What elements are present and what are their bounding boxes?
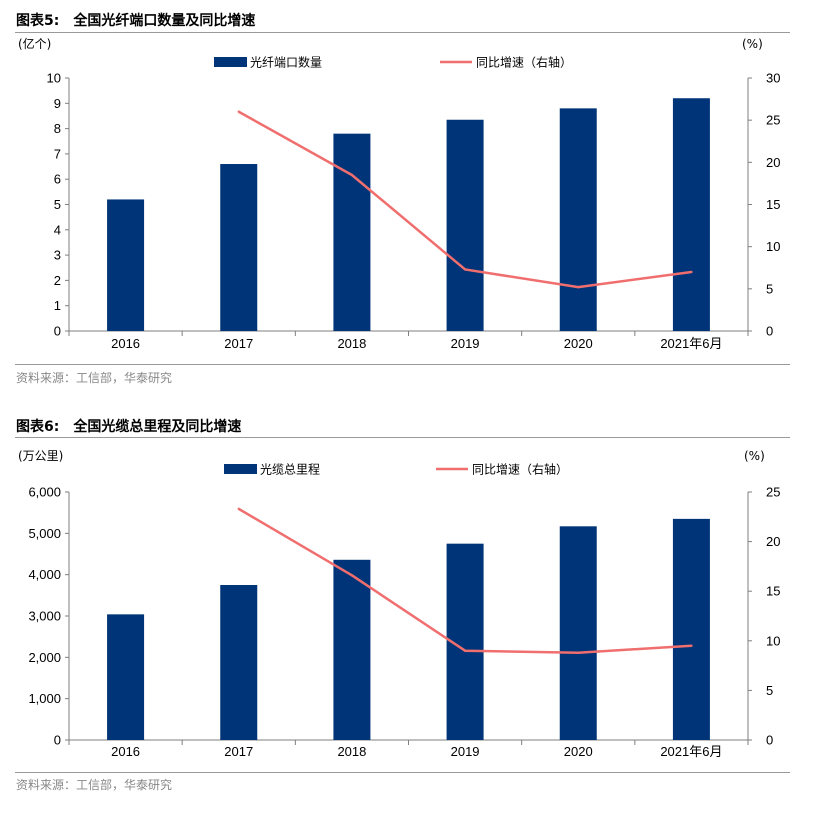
left-tick-label: 6,000 — [28, 485, 61, 500]
bar-2019 — [446, 119, 484, 332]
x-tick-label: 2019 — [451, 336, 480, 351]
source-note-2: 资料来源：工信部，华泰研究 — [16, 778, 173, 792]
source-rule-1 — [15, 364, 790, 365]
figure-title-2: 图表6: 全国光缆总里程及同比增速 — [16, 416, 241, 436]
left-tick-label: 1 — [54, 298, 61, 313]
left-tick-label: 0 — [54, 324, 61, 339]
right-tick-label: 10 — [766, 633, 780, 648]
left-tick-label: 1,000 — [28, 691, 61, 706]
growth-point-2020 — [577, 651, 580, 654]
left-tick-label: 0 — [54, 733, 61, 748]
left-axis-unit: (亿个) — [18, 36, 51, 51]
x-tick-label: 2020 — [564, 336, 593, 351]
left-tick-label: 8 — [54, 121, 61, 136]
growth-point-2017 — [237, 110, 240, 113]
x-tick-label: 2017 — [224, 744, 253, 759]
legend-bar-label: 光缆总里程 — [260, 462, 320, 477]
source-rule-2 — [15, 772, 790, 773]
growth-point-2019 — [463, 649, 467, 652]
figure-number-1: 图表5: — [16, 13, 60, 29]
title-rule-2 — [15, 437, 790, 438]
x-tick-label: 2016 — [111, 744, 140, 759]
growth-point-2020 — [577, 285, 580, 289]
x-tick-label: 2021年6月 — [660, 336, 722, 351]
right-tick-label: 20 — [766, 155, 780, 170]
figure-title-text-1: 全国光纤端口数量及同比增速 — [73, 13, 256, 29]
growth-point-2018 — [350, 173, 354, 177]
right-tick-label: 20 — [766, 534, 780, 549]
figure-title-text-2: 全国光缆总里程及同比增速 — [73, 419, 242, 435]
right-tick-label: 0 — [766, 324, 773, 339]
bar-2017 — [220, 585, 258, 740]
legend-bar-label: 光纤端口数量 — [250, 55, 322, 70]
bar-2016 — [107, 614, 145, 740]
growth-point-2018 — [350, 574, 354, 577]
bar-2018 — [333, 133, 371, 331]
left-tick-label: 9 — [54, 96, 61, 111]
bar-2016 — [107, 199, 145, 331]
growth-point-2021年6月 — [690, 644, 693, 647]
left-tick-label: 5,000 — [28, 526, 61, 541]
right-tick-label: 30 — [766, 71, 780, 86]
x-tick-label: 2017 — [224, 336, 253, 351]
source-note-1: 资料来源：工信部，华泰研究 — [16, 371, 173, 385]
left-axis-unit: (万公里) — [18, 449, 63, 463]
right-tick-label: 25 — [766, 485, 780, 500]
bar-2017 — [220, 164, 258, 331]
left-tick-label: 3 — [54, 248, 61, 263]
right-tick-label: 15 — [766, 584, 780, 599]
left-tick-label: 2 — [54, 273, 61, 288]
left-tick-label: 6 — [54, 172, 61, 187]
left-tick-label: 10 — [47, 71, 61, 86]
x-tick-label: 2018 — [337, 336, 366, 351]
left-tick-label: 4 — [54, 222, 61, 237]
left-tick-label: 2,000 — [28, 650, 61, 665]
right-axis-unit: (%) — [744, 449, 765, 463]
chart-1: 0 1 2 3 4 5 6 7 8 9 10 0 5 10 15 20 25 30 (亿个) (%) 2016 2017 2… — [18, 36, 780, 351]
legend-bar-swatch — [214, 57, 247, 67]
figure-title-1: 图表5: 全国光纤端口数量及同比增速 — [16, 10, 255, 30]
figure-number-2: 图表6: — [16, 419, 60, 435]
x-tick-label: 2019 — [451, 744, 480, 759]
x-tick-label: 2020 — [564, 744, 593, 759]
growth-point-2017 — [237, 507, 240, 511]
bar-2020 — [559, 526, 597, 740]
bar-2021年6月 — [672, 98, 710, 332]
left-tick-label: 4,000 — [28, 567, 61, 582]
growth-point-2021年6月 — [690, 270, 693, 274]
right-axis-unit: (%) — [742, 37, 763, 51]
x-tick-label: 2021年6月 — [660, 744, 722, 759]
x-tick-label: 2016 — [111, 336, 140, 351]
growth-point-2019 — [463, 268, 467, 271]
x-tick-label: 2018 — [337, 744, 366, 759]
right-tick-label: 25 — [766, 113, 780, 128]
right-tick-label: 15 — [766, 197, 780, 212]
bar-2021年6月 — [672, 518, 710, 740]
right-tick-label: 10 — [766, 239, 780, 254]
bar-2020 — [559, 108, 597, 331]
right-tick-label: 5 — [766, 683, 773, 698]
legend-bar-swatch — [224, 464, 257, 474]
title-rule-1 — [15, 32, 790, 33]
right-tick-label: 5 — [766, 281, 773, 296]
right-tick-label: 0 — [766, 733, 773, 748]
legend-line-label: 同比增速（右轴） — [472, 462, 568, 477]
legend-line-label: 同比增速（右轴） — [476, 55, 572, 70]
left-tick-label: 5 — [54, 197, 61, 212]
bar-2018 — [333, 559, 371, 740]
left-tick-label: 7 — [54, 146, 61, 161]
left-tick-label: 3,000 — [28, 609, 61, 624]
